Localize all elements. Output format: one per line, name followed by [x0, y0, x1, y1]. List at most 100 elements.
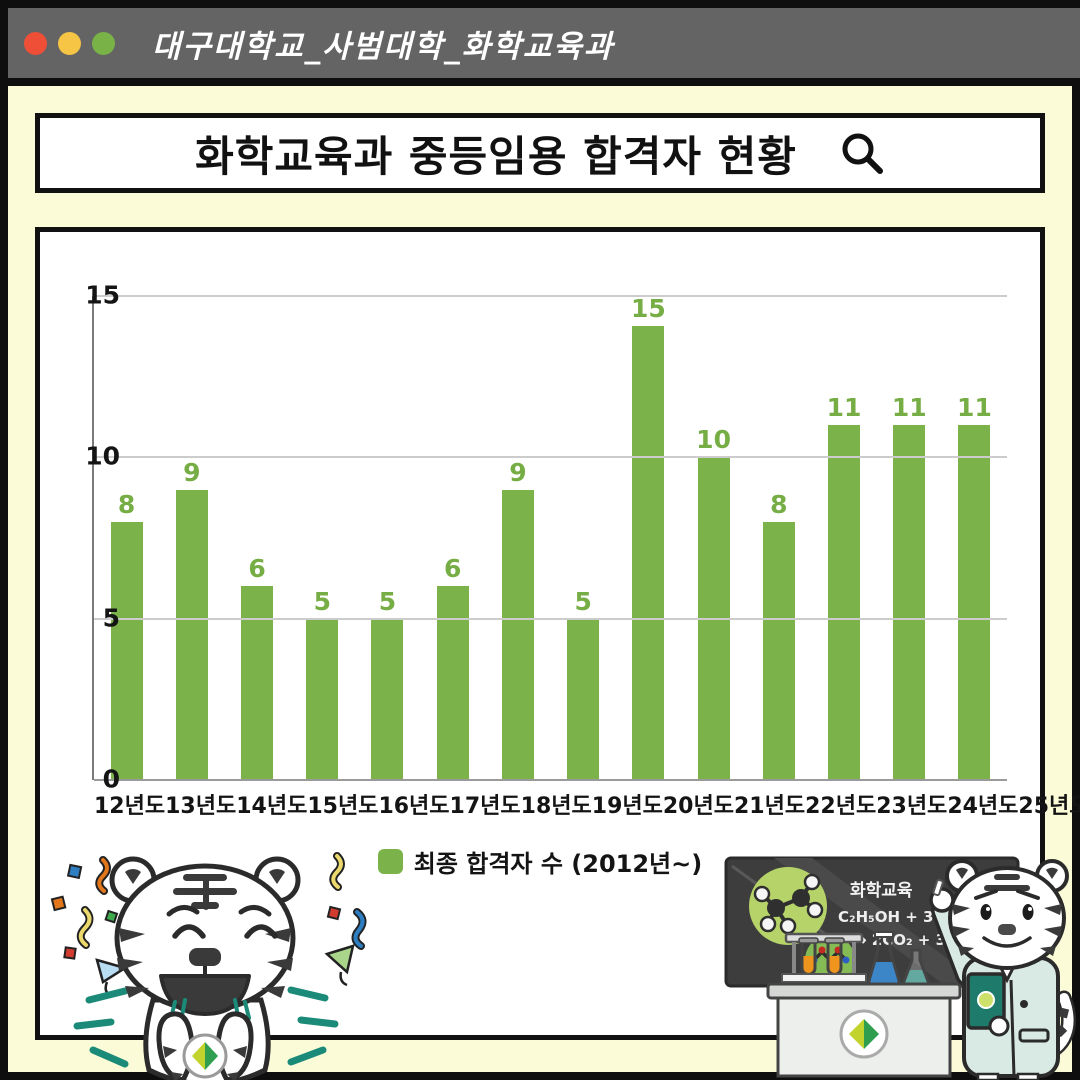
confetti-ribbon-icon: [97, 858, 109, 893]
tiger-eye: [980, 904, 992, 920]
gridline-5: [94, 617, 1007, 620]
confetti-square-icon: [326, 905, 342, 921]
bar-value-label: 8: [770, 489, 788, 519]
x-axis-label: 24년도: [947, 794, 1019, 819]
tiger-professor: [929, 859, 1076, 1080]
bar-slot-16년도: 5: [355, 296, 420, 780]
search-icon[interactable]: [839, 130, 885, 176]
bar: [828, 425, 861, 780]
chalkboard-sheen: [774, 858, 984, 986]
tablet-logo: [977, 991, 995, 1009]
coat-opening: [1009, 979, 1016, 1077]
x-axis-labels: 12년도 13년도 14년도 15년도 16년도 17년도 18년도 19년도 20년도 21년도…: [94, 788, 1080, 820]
header-search-box: 화학교육과 중등임용 합격자 현황: [35, 113, 1045, 193]
bar-slot-23년도: 11: [811, 296, 876, 780]
bar-slot-19년도: 5: [551, 296, 616, 780]
bar: [632, 326, 665, 780]
y-tick-label: 5: [102, 602, 120, 632]
bar-value-label: 8: [117, 489, 136, 519]
x-axis-label: 13년도: [165, 794, 237, 819]
gridline-0: [94, 779, 1007, 781]
tiger-eye: [1022, 904, 1034, 920]
tiger-ear-inner: [269, 868, 285, 884]
confetti-ribbon-icon: [353, 910, 365, 948]
tiger-leg: [976, 1072, 1000, 1080]
bar: [567, 618, 600, 780]
x-axis-label: 14년도: [236, 794, 308, 819]
legend-label: 최종 합격자 수 (2012년~): [413, 850, 703, 878]
bar-value-label: 15: [630, 294, 666, 323]
bar-value-label: 11: [891, 393, 927, 423]
y-tick-label: 15: [85, 280, 120, 310]
confetti-square-icon: [104, 909, 119, 924]
tiger-nose: [998, 924, 1016, 935]
y-tick-label: 10: [85, 441, 120, 471]
bar-slot-25년도: 11: [942, 296, 1007, 780]
confetti-ribbon-icon: [78, 908, 92, 947]
tiger-leg: [1016, 1072, 1040, 1080]
bar: [436, 586, 469, 780]
x-axis-label: 12년도: [94, 794, 166, 819]
bar-slot-22년도: 8: [746, 296, 811, 780]
bar-slot-17년도: 6: [420, 296, 485, 780]
tiger-ear-inner: [125, 868, 141, 884]
maximize-window-icon[interactable]: [92, 31, 115, 55]
bar: [762, 521, 795, 780]
bar-slot-12년도: 8: [94, 296, 159, 780]
bar-value-label: 5: [378, 586, 397, 616]
bar-value-label: 6: [444, 554, 462, 584]
close-window-icon[interactable]: [24, 31, 47, 55]
confetti-square-icon: [50, 895, 67, 912]
confetti-flag-icon: [95, 958, 129, 984]
carbon-atom: [792, 889, 810, 907]
bar-value-label: 11: [826, 393, 862, 423]
tiger-head: [948, 866, 1066, 970]
x-axis-label: 23년도: [876, 794, 948, 819]
holding-hand: [988, 1015, 1010, 1037]
bar: [893, 425, 926, 780]
celebration-burst-lines: [73, 986, 339, 1068]
gridline-10: [94, 456, 1007, 459]
bar: [306, 618, 339, 780]
x-axis-label: 19년도: [591, 794, 663, 819]
minimize-window-icon[interactable]: [58, 31, 81, 55]
seal-logo: [849, 1019, 864, 1049]
bar: [241, 586, 274, 780]
x-axis-label: 20년도: [662, 794, 734, 819]
medal-logo: [192, 1042, 205, 1070]
bar-value-label: 6: [248, 554, 266, 584]
bar-slot-21년도: 10: [681, 296, 746, 780]
coat-pocket: [1018, 1028, 1050, 1043]
tiger-eyebrow: [974, 889, 998, 900]
bar-slot-13년도: 9: [159, 296, 224, 780]
seal-logo: [864, 1019, 879, 1049]
chalkboard-heading: 화학교육: [850, 881, 913, 901]
tiger-eyebrow: [1016, 889, 1040, 900]
carbon-atom: [767, 899, 785, 917]
window-titlebar: 대구대학교_사범대학_화학교육과: [8, 8, 1080, 86]
coat-button: [1020, 1000, 1028, 1008]
desk-top: [766, 982, 962, 1000]
bar: [958, 425, 991, 780]
confetti-square-icon: [66, 863, 83, 880]
bar-slot-20년도: 15: [616, 296, 681, 780]
tiger-cheek-stripes: [117, 928, 293, 998]
gridline-15: [94, 295, 1007, 297]
bar-slot-14년도: 6: [224, 296, 289, 780]
bar-value-label: 11: [957, 393, 992, 423]
x-axis-label: 21년도: [733, 794, 806, 819]
tiger-closed-eye: [172, 924, 206, 939]
bar-value-label: 9: [183, 457, 201, 487]
page-title: 화학교육과 중등임용 합격자 현황: [195, 131, 797, 181]
x-axis-label: 15년도: [307, 794, 379, 819]
bar: [371, 618, 404, 780]
x-axis-label: 18년도: [520, 794, 592, 819]
bar-value-label: 5: [574, 586, 592, 616]
hydrogen-atoms: [753, 873, 824, 935]
confetti-string: [339, 971, 348, 987]
y-tick-label: 0: [102, 764, 120, 794]
bar: [175, 489, 208, 780]
chalkboard-formula-1: C₂H₅OH + 3O₂: [838, 908, 953, 926]
test-tube-icon: [798, 937, 819, 976]
bar-value-label: 5: [313, 586, 331, 616]
